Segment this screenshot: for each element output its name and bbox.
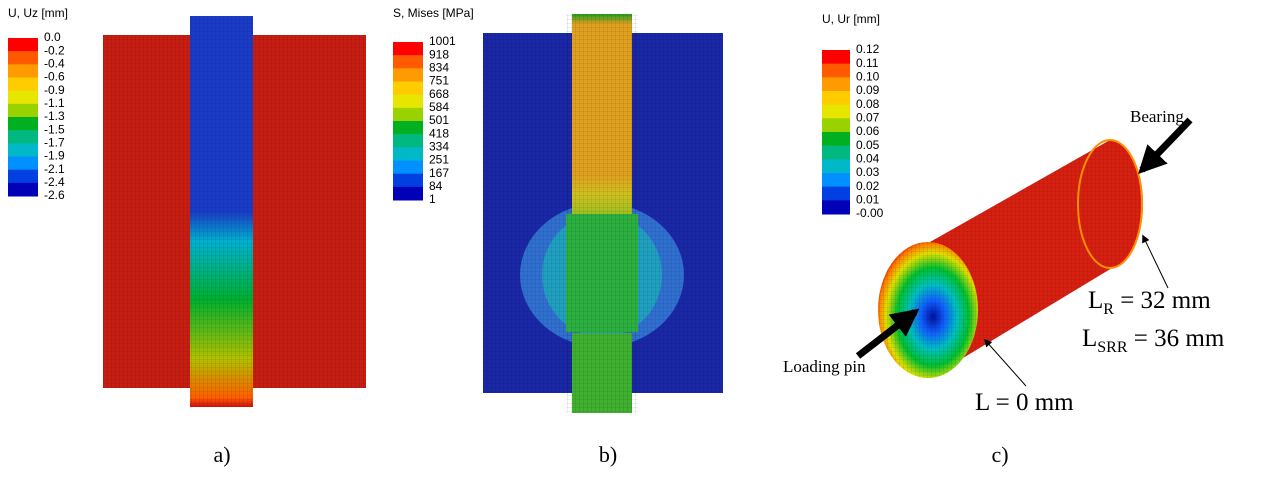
annotation: Loading pin [783, 357, 866, 376]
legend-label: 418 [429, 126, 449, 140]
legend-label: 584 [429, 100, 449, 114]
legend-label: -1.7 [44, 136, 65, 150]
legend-label: -1.5 [44, 122, 65, 136]
legend-label: 501 [429, 113, 449, 127]
legend-label: 834 [429, 61, 449, 75]
legend-label: -1.9 [44, 149, 65, 163]
legend-swatch [8, 51, 38, 65]
caption: b) [599, 442, 617, 467]
legend-swatch [393, 186, 423, 201]
legend-title: U, Uz [mm] [8, 6, 68, 20]
legend-label: 0.11 [856, 56, 879, 70]
legend-label: 251 [429, 153, 449, 167]
legend-label: 167 [429, 166, 449, 180]
legends: U, Uz [mm]0.0-0.2-0.4-0.6-0.9-1.1-1.3-1.… [8, 6, 884, 220]
panel-a: a) [103, 16, 366, 467]
legend-label: 0.06 [856, 124, 880, 138]
panel-c: Bearing Loading pin L = 0 mm LR = 32 mm … [783, 107, 1225, 467]
legend-swatch [393, 42, 423, 56]
legend-swatch [822, 50, 850, 65]
legend-swatch [822, 77, 850, 92]
legend-label: 0.08 [856, 97, 880, 111]
legend-title: S, Mises [MPa] [393, 6, 474, 20]
legend-swatch [822, 200, 850, 215]
legend-label: -1.1 [44, 96, 65, 110]
legend-label: 918 [429, 47, 449, 61]
legend-swatch [822, 132, 850, 147]
legend-swatch [393, 134, 423, 148]
legend-swatch [8, 64, 38, 78]
legend-swatch [8, 156, 38, 171]
legend-swatch [8, 182, 38, 197]
legend-swatch [822, 145, 850, 160]
legend-label: 0.05 [856, 138, 880, 152]
legend-swatch [8, 38, 38, 52]
legend-swatch [822, 104, 850, 119]
legend-swatch [393, 81, 423, 96]
annotation: LSRR = 36 mm [1082, 325, 1225, 356]
legend-swatch [822, 91, 850, 106]
legend-swatch [8, 169, 38, 184]
legend-swatch [822, 173, 850, 188]
legend-label: -2.6 [44, 188, 65, 202]
caption: a) [213, 442, 230, 467]
legend-label: 0.02 [856, 179, 880, 193]
legend-swatch [8, 90, 38, 105]
legend-swatch [8, 117, 38, 131]
legend-label: 0.04 [856, 152, 880, 166]
legend-swatch [822, 186, 850, 201]
legend-label: 751 [429, 74, 449, 88]
legend-swatch [393, 147, 423, 161]
legend-swatch [8, 130, 38, 144]
pin-arrow [855, 308, 920, 359]
legend-title: U, Ur [mm] [822, 12, 880, 26]
legend-label: -2.1 [44, 162, 65, 176]
legend-swatch [393, 94, 423, 109]
legend-label: 0.03 [856, 165, 880, 179]
annotation: Bearing [1130, 107, 1184, 126]
legend-label: 84 [429, 179, 443, 193]
legend-swatch [393, 121, 423, 135]
legend-swatch [393, 68, 423, 82]
legend-swatch [822, 159, 850, 174]
legend-swatch [393, 107, 423, 122]
legend-label: -1.3 [44, 109, 65, 123]
legend-label: 334 [429, 140, 449, 154]
legend-swatch [393, 160, 423, 175]
legend-label: 0.09 [856, 83, 880, 97]
legend-label: 0.07 [856, 111, 880, 125]
legend-label: -2.4 [44, 175, 65, 189]
legend-label: -0.6 [44, 70, 65, 84]
legend-swatch [822, 63, 850, 78]
legend-label: -0.2 [44, 43, 65, 57]
legend-label: -0.00 [856, 206, 884, 220]
legend-label: 1001 [429, 34, 456, 48]
legend-label: -0.9 [44, 83, 65, 97]
annotation: L = 0 mm [975, 389, 1074, 416]
legend-swatch [8, 103, 38, 118]
panel-b: b) [483, 14, 723, 467]
legend-swatch [393, 173, 423, 188]
caption: c) [991, 442, 1008, 467]
legend-label: 0.01 [856, 193, 880, 207]
legend-swatch [822, 118, 850, 133]
legend-label: 1 [429, 192, 436, 206]
legend-label: 0.10 [856, 70, 880, 84]
bearing-arrow [1138, 117, 1193, 175]
legend-swatch [8, 77, 38, 92]
legend-label: 668 [429, 87, 449, 101]
annotation: LR = 32 mm [1088, 287, 1211, 318]
legend-label: 0.12 [856, 42, 880, 56]
legend-label: 0.0 [44, 30, 61, 44]
legend-swatch [393, 55, 423, 69]
legend-swatch [8, 143, 38, 157]
legend-label: -0.4 [44, 57, 65, 71]
